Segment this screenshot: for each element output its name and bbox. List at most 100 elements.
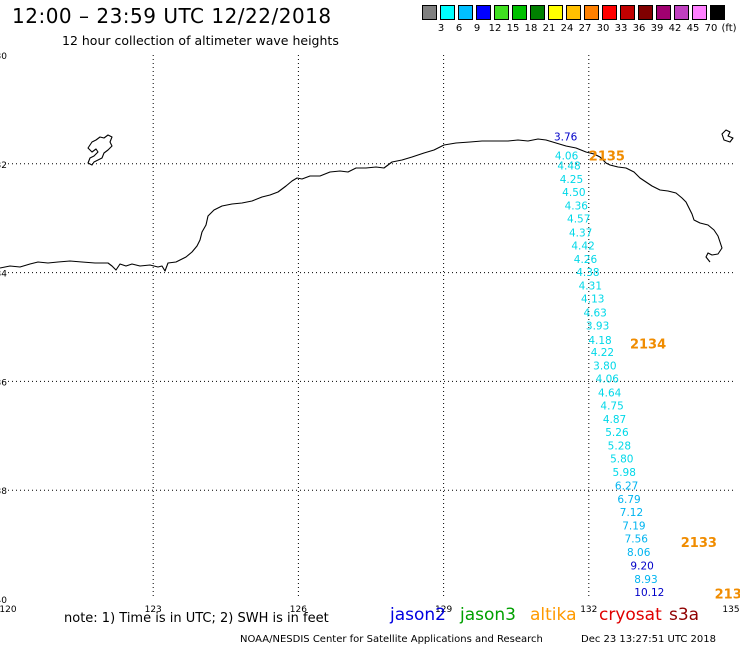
scale-swatch	[602, 5, 617, 20]
scale-label: 33	[614, 23, 628, 34]
wave-height-value: 3.93	[586, 320, 609, 332]
wave-height-value: 4.26	[574, 254, 598, 266]
lat-lon-grid	[8, 55, 734, 599]
wave-height-value: 9.20	[630, 560, 653, 572]
scale-swatch	[584, 5, 599, 20]
scale-swatch	[638, 5, 653, 20]
wave-height-value: 4.75	[600, 400, 623, 412]
units-note: note: 1) Time is in UTC; 2) SWH is in fe…	[64, 611, 329, 626]
producer-credit: NOAA/NESDIS Center for Satellite Applica…	[240, 634, 543, 645]
wave-height-value: 7.56	[625, 534, 649, 546]
wave-height-value: 5.26	[605, 427, 629, 439]
satellite-name: altika	[530, 605, 577, 625]
scale-label: 30	[596, 23, 610, 34]
wave-height-value: 5.28	[608, 441, 631, 453]
island-north	[87, 134, 113, 166]
scale-label: 6	[455, 23, 463, 34]
scale-label: 42	[668, 23, 682, 34]
wave-height-value: 6.79	[617, 494, 640, 506]
orbit-number: 2133	[681, 536, 717, 551]
orbit-number: 2135	[589, 150, 625, 165]
island-ne	[721, 129, 734, 143]
lon-tick-label: 129	[435, 605, 452, 615]
wave-height-value: 4.63	[583, 307, 606, 319]
scale-label: 27	[578, 23, 592, 34]
map-title: 12:00 – 23:59 UTC 12/22/2018	[12, 4, 332, 28]
scale-swatch	[548, 5, 563, 20]
wave-height-value: 8.93	[634, 574, 657, 586]
wave-height-labels: 3.764.064.484.254.504.364.574.374.424.26…	[554, 132, 664, 599]
scale-label: 18	[524, 23, 538, 34]
satellite-name: s3a	[669, 605, 700, 625]
orbit-number-labels: 2135 2134 2133 2132	[589, 150, 740, 603]
scale-label: 36	[632, 23, 646, 34]
lon-tick-label: 132	[580, 605, 597, 615]
satellite-name: jason3	[460, 605, 516, 625]
lat-tick-label: -36	[0, 378, 7, 388]
scale-swatch	[656, 5, 671, 20]
scale-label: 9	[473, 23, 481, 34]
lon-tick-label: 126	[290, 605, 307, 615]
wave-height-value: 7.12	[620, 507, 643, 519]
wave-height-value: 10.12	[634, 587, 664, 599]
satellite-name: jason2	[390, 605, 446, 625]
wave-height-value: 5.80	[610, 454, 633, 466]
lon-tick-label: 120	[0, 605, 17, 615]
wave-height-value: 4.31	[579, 281, 602, 293]
wave-height-value: 4.42	[571, 240, 594, 252]
scale-swatch	[494, 5, 509, 20]
lat-tick-label: -30	[0, 52, 7, 62]
wave-height-value: 4.87	[603, 414, 626, 426]
wave-height-value: 4.37	[569, 227, 592, 239]
lon-tick-label: 135	[722, 605, 739, 615]
wave-height-value: 4.06	[555, 151, 579, 163]
coastline	[0, 129, 734, 272]
map-subtitle: 12 hour collection of altimeter wave hei…	[62, 33, 339, 48]
wave-height-value: 4.64	[598, 387, 622, 399]
scale-swatch	[476, 5, 491, 20]
wave-height-value: 4.36	[565, 201, 589, 213]
lon-tick-label: 123	[145, 605, 162, 615]
axis-labels: 120 123 126 129 132 135 -30 -32 -34 -36 -38 -40	[0, 52, 740, 615]
wave-height-value: 4.57	[567, 214, 590, 226]
wave-height-value: 8.06	[627, 547, 651, 559]
wave-height-value: 4.48	[557, 160, 580, 172]
lat-tick-label: -38	[0, 487, 7, 497]
scale-swatch	[512, 5, 527, 20]
scale-swatch	[566, 5, 581, 20]
scale-swatch	[530, 5, 545, 20]
scale-swatch	[620, 5, 635, 20]
scale-label: 39	[650, 23, 664, 34]
generation-timestamp: Dec 23 13:27:51 UTC 2018	[581, 634, 716, 645]
scale-swatch	[674, 5, 689, 20]
wave-height-value: 6.27	[615, 480, 638, 492]
scale-label: 21	[542, 23, 556, 34]
wave-height-value: 3.76	[554, 132, 578, 144]
wave-height-value: 4.50	[562, 187, 585, 199]
wave-height-value: 4.06	[596, 374, 620, 386]
scale-label: 12	[488, 23, 502, 34]
lat-tick-label: -40	[0, 596, 7, 606]
wave-height-value: 4.25	[560, 174, 583, 186]
satellite-name: cryosat	[599, 605, 662, 625]
scale-label: 45	[686, 23, 700, 34]
scale-swatch	[440, 5, 455, 20]
lat-tick-label: -32	[0, 161, 7, 171]
scale-label: (ft)	[721, 23, 737, 34]
scale-label: 3	[437, 23, 445, 34]
orbit-number: 2132	[715, 588, 740, 603]
wave-height-value: 3.80	[593, 361, 616, 373]
wave-height-value: 4.38	[576, 267, 599, 279]
wave-height-value: 4.22	[591, 347, 614, 359]
scale-swatch	[458, 5, 473, 20]
scale-swatch	[692, 5, 707, 20]
wave-height-value: 4.13	[581, 294, 604, 306]
wave-height-value: 5.98	[613, 467, 636, 479]
scale-swatch	[710, 5, 725, 20]
wave-height-value: 4.18	[588, 335, 611, 347]
scale-label: 70	[704, 23, 718, 34]
southern-coastline	[0, 138, 723, 272]
orbit-number: 2134	[630, 337, 666, 352]
scale-label: 24	[560, 23, 574, 34]
